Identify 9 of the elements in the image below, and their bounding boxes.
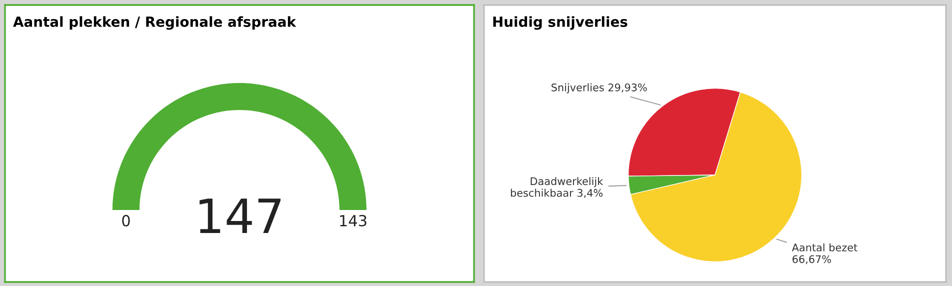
text: 147 [200,198,281,234]
chart-title: Huidig snijverlies [493,16,628,30]
slice-label: Snijverlies 29,93% [552,83,647,94]
slice-label: Aantal bezet [792,243,858,252]
text: Aantal plekken / Regionale afspraak [13,16,296,30]
text: 0 [122,214,130,226]
slice-label: Daadwerkelijk beschikbaar 3,4% [510,177,604,198]
data-label: 66,67% [792,255,831,264]
text: 143 [340,214,366,226]
